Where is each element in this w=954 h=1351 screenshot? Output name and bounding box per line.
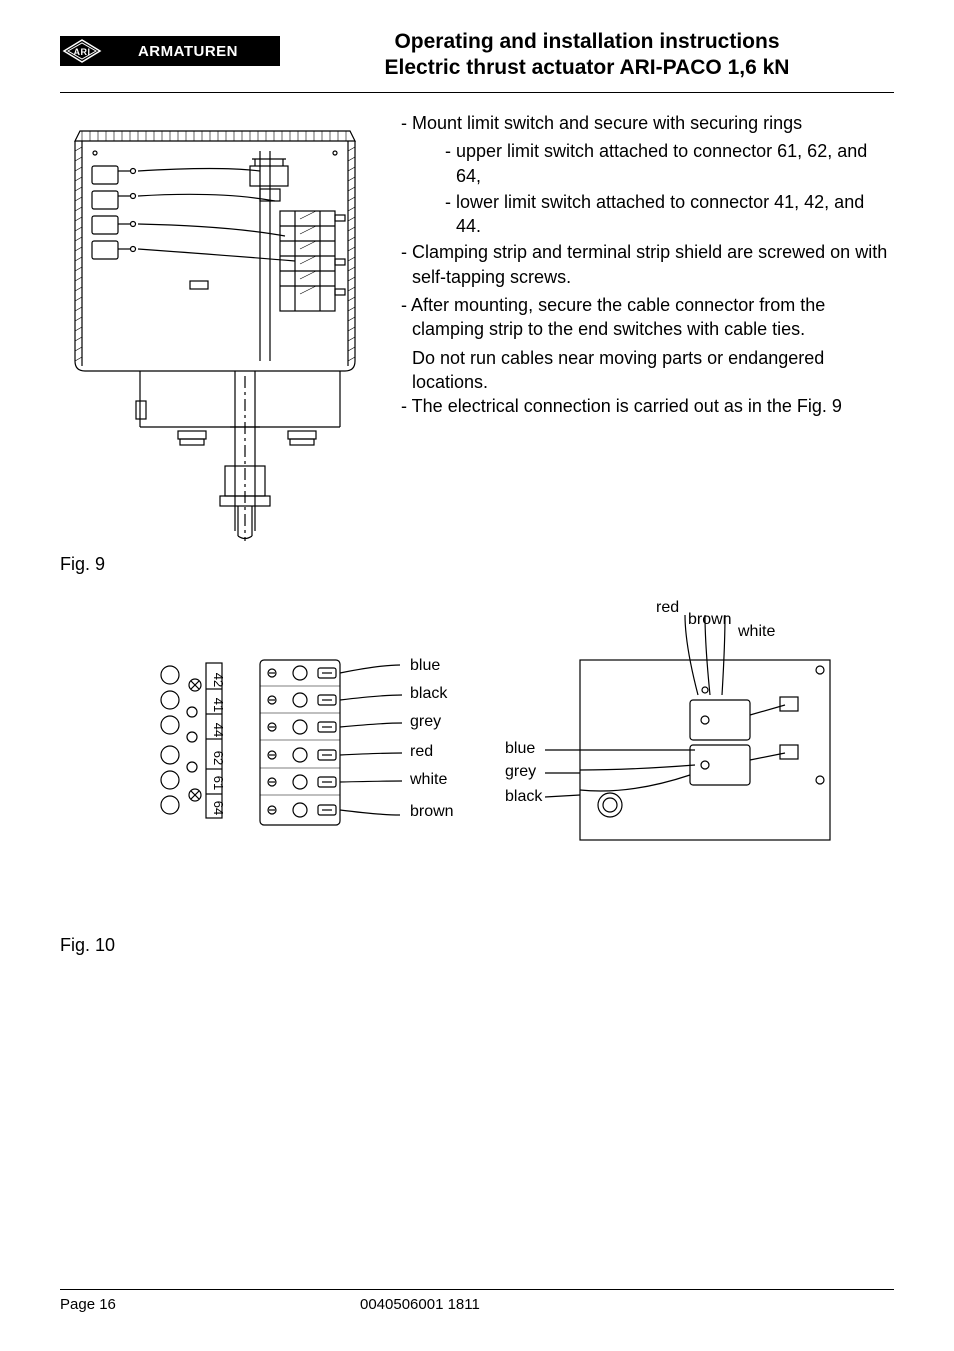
- wire-color-label: grey: [505, 763, 536, 781]
- document-number: 0040506001 1811: [320, 1296, 894, 1313]
- terminal-label: 61: [211, 776, 226, 790]
- wire-color-label: blue: [410, 657, 440, 675]
- logo-brand-text: ARMATUREN: [104, 43, 280, 60]
- wire-color-label: red: [656, 599, 679, 617]
- terminal-label: 44: [211, 723, 226, 737]
- figure10-container: 42 41 44 62 61 64 blue black grey red wh…: [60, 605, 894, 895]
- page-header: ARI ARMATUREN Operating and installation…: [60, 30, 894, 93]
- wire-color-label: blue: [505, 740, 535, 758]
- wire-color-label: black: [505, 788, 542, 806]
- wire-color-label: brown: [688, 611, 732, 629]
- wire-color-label: brown: [410, 803, 454, 821]
- document-title: Operating and installation instructions …: [280, 30, 894, 80]
- instruction-list: - Mount limit switch and secure with sec…: [388, 111, 894, 546]
- page-footer: Page 16 0040506001 1811: [60, 1289, 894, 1313]
- svg-text:ARI: ARI: [74, 47, 91, 57]
- figure9-row: - Mount limit switch and secure with sec…: [60, 111, 894, 546]
- title-line-1: Operating and installation instructions: [280, 30, 894, 54]
- logo-diamond-icon: ARI: [60, 36, 104, 66]
- terminal-label: 41: [211, 698, 226, 712]
- instruction-item: - Clamping strip and terminal strip shie…: [388, 240, 894, 289]
- instruction-item: - upper limit switch attached to connect…: [388, 139, 894, 188]
- instruction-item: Do not run cables near moving parts or e…: [388, 346, 894, 395]
- wire-color-label: black: [410, 685, 447, 703]
- terminal-label: 42: [211, 673, 226, 687]
- figure10-diagram: 42 41 44 62 61 64: [150, 605, 850, 895]
- terminal-label: 64: [211, 801, 226, 815]
- instruction-item: - Mount limit switch and secure with sec…: [388, 111, 894, 135]
- figure10-caption: Fig. 10: [60, 935, 894, 956]
- wire-color-label: red: [410, 743, 433, 761]
- title-line-2: Electric thrust actuator ARI-PACO 1,6 kN: [280, 56, 894, 80]
- wire-color-label: white: [738, 623, 775, 641]
- instruction-item: - The electrical connection is carried o…: [388, 394, 894, 418]
- figure9-caption: Fig. 9: [60, 554, 894, 575]
- wire-color-label: white: [410, 771, 447, 789]
- page-number: Page 16: [60, 1296, 320, 1313]
- wire-color-label: grey: [410, 713, 441, 731]
- instruction-item: - After mounting, secure the cable conne…: [388, 293, 894, 342]
- instruction-item: - lower limit switch attached to connect…: [388, 190, 894, 239]
- brand-logo: ARI ARMATUREN: [60, 36, 280, 66]
- terminal-label: 62: [211, 751, 226, 765]
- figure9-container: [60, 111, 370, 546]
- figure9-diagram: [60, 111, 370, 541]
